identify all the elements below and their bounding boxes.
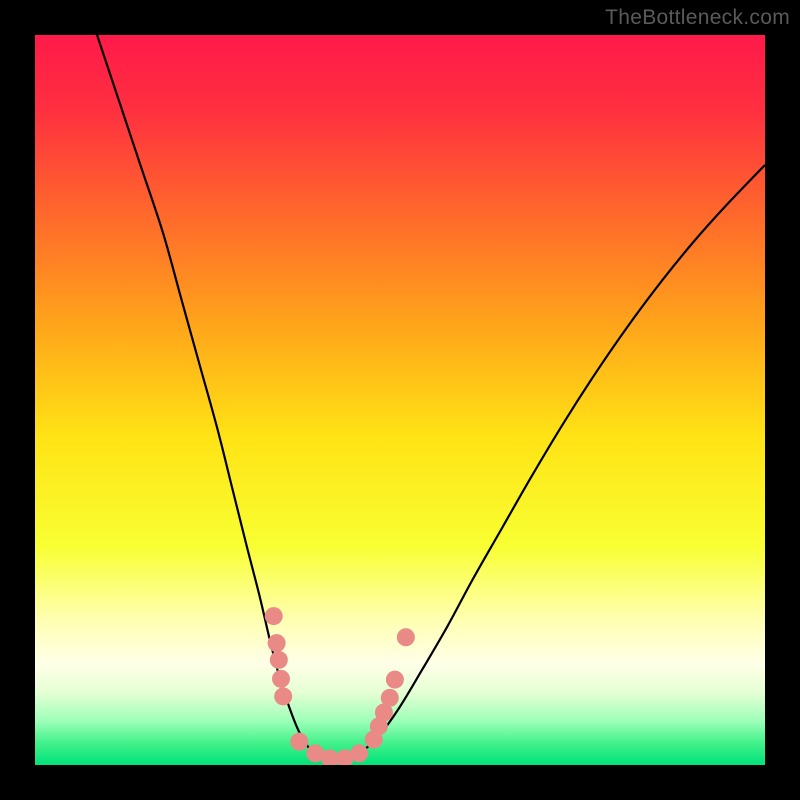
marker-dot [290,733,308,751]
marker-dot [381,689,399,707]
chart-plot-area [35,35,765,765]
left-curve [97,35,334,763]
marker-dot [270,651,288,669]
curve-markers [265,607,415,765]
chart-curves [35,35,765,765]
marker-dot [350,744,368,762]
watermark-text: TheBottleneck.com [605,6,790,30]
marker-dot [397,628,415,646]
marker-dot [386,671,404,689]
marker-dot [274,687,292,705]
marker-dot [272,670,290,688]
marker-dot [265,607,283,625]
marker-dot [268,634,286,652]
